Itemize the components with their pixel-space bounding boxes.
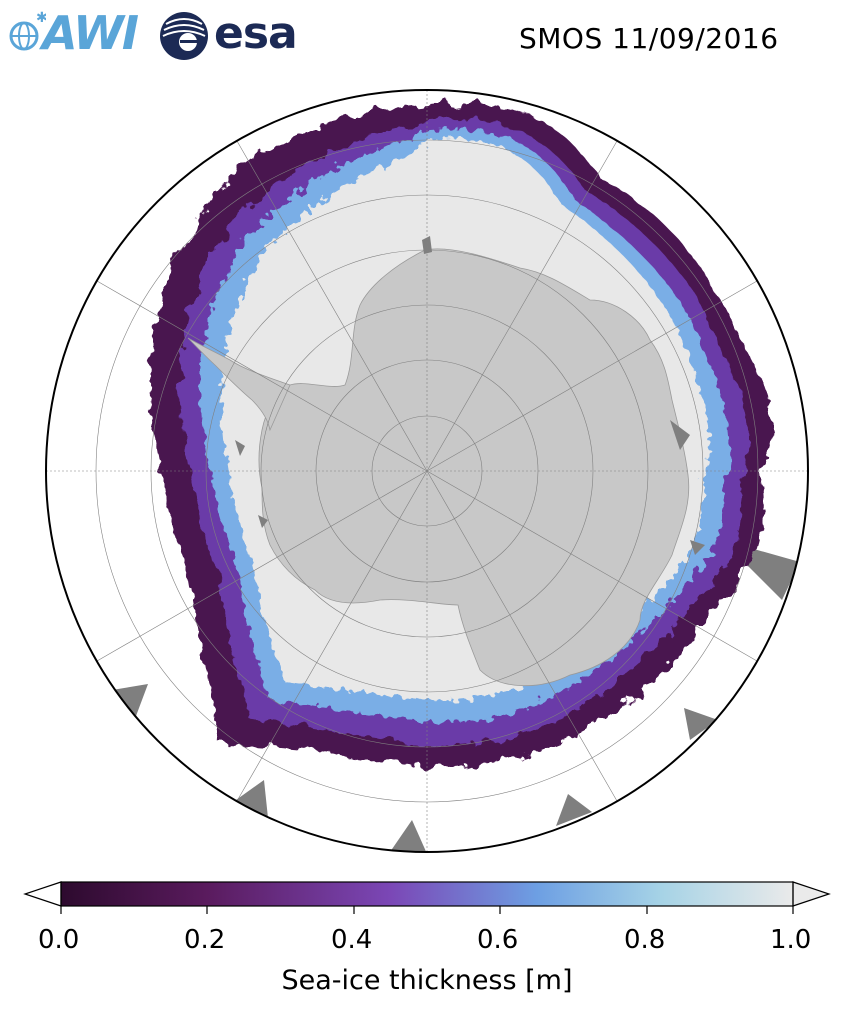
awi-logo-text: AWI bbox=[42, 6, 139, 60]
colorbar-tick-label: 0.0 bbox=[38, 925, 80, 955]
colorbar bbox=[23, 881, 831, 914]
colorbar-gradient bbox=[61, 882, 793, 906]
colorbar-tick-label: 0.8 bbox=[624, 925, 666, 955]
colorbar-tick-label: 0.4 bbox=[331, 925, 373, 955]
colorbar-extend-max bbox=[792, 881, 831, 907]
colorbar-ticks bbox=[60, 906, 794, 914]
map-boundary bbox=[45, 89, 809, 853]
esa-logo bbox=[158, 10, 210, 66]
awi-globe-icon: ✱ bbox=[9, 10, 48, 51]
esa-logo-text: esa bbox=[214, 8, 298, 59]
ice-shelf-edges bbox=[235, 236, 705, 555]
colorbar-extend-min bbox=[23, 881, 62, 907]
colorbar-label: Sea-ice thickness [m] bbox=[281, 965, 573, 996]
graticule bbox=[46, 90, 808, 852]
svg-text:✱: ✱ bbox=[36, 10, 46, 26]
colorbar-tick-label: 0.6 bbox=[477, 925, 519, 955]
esa-emblem-icon bbox=[160, 12, 208, 60]
map-title: SMOS 11/09/2016 bbox=[519, 22, 779, 55]
colorbar-tick-label: 0.2 bbox=[184, 925, 226, 955]
colorbar-tick-label: 1.0 bbox=[770, 925, 812, 955]
antarctic-peninsula bbox=[187, 337, 291, 432]
awi-logo: ✱ bbox=[6, 8, 48, 64]
